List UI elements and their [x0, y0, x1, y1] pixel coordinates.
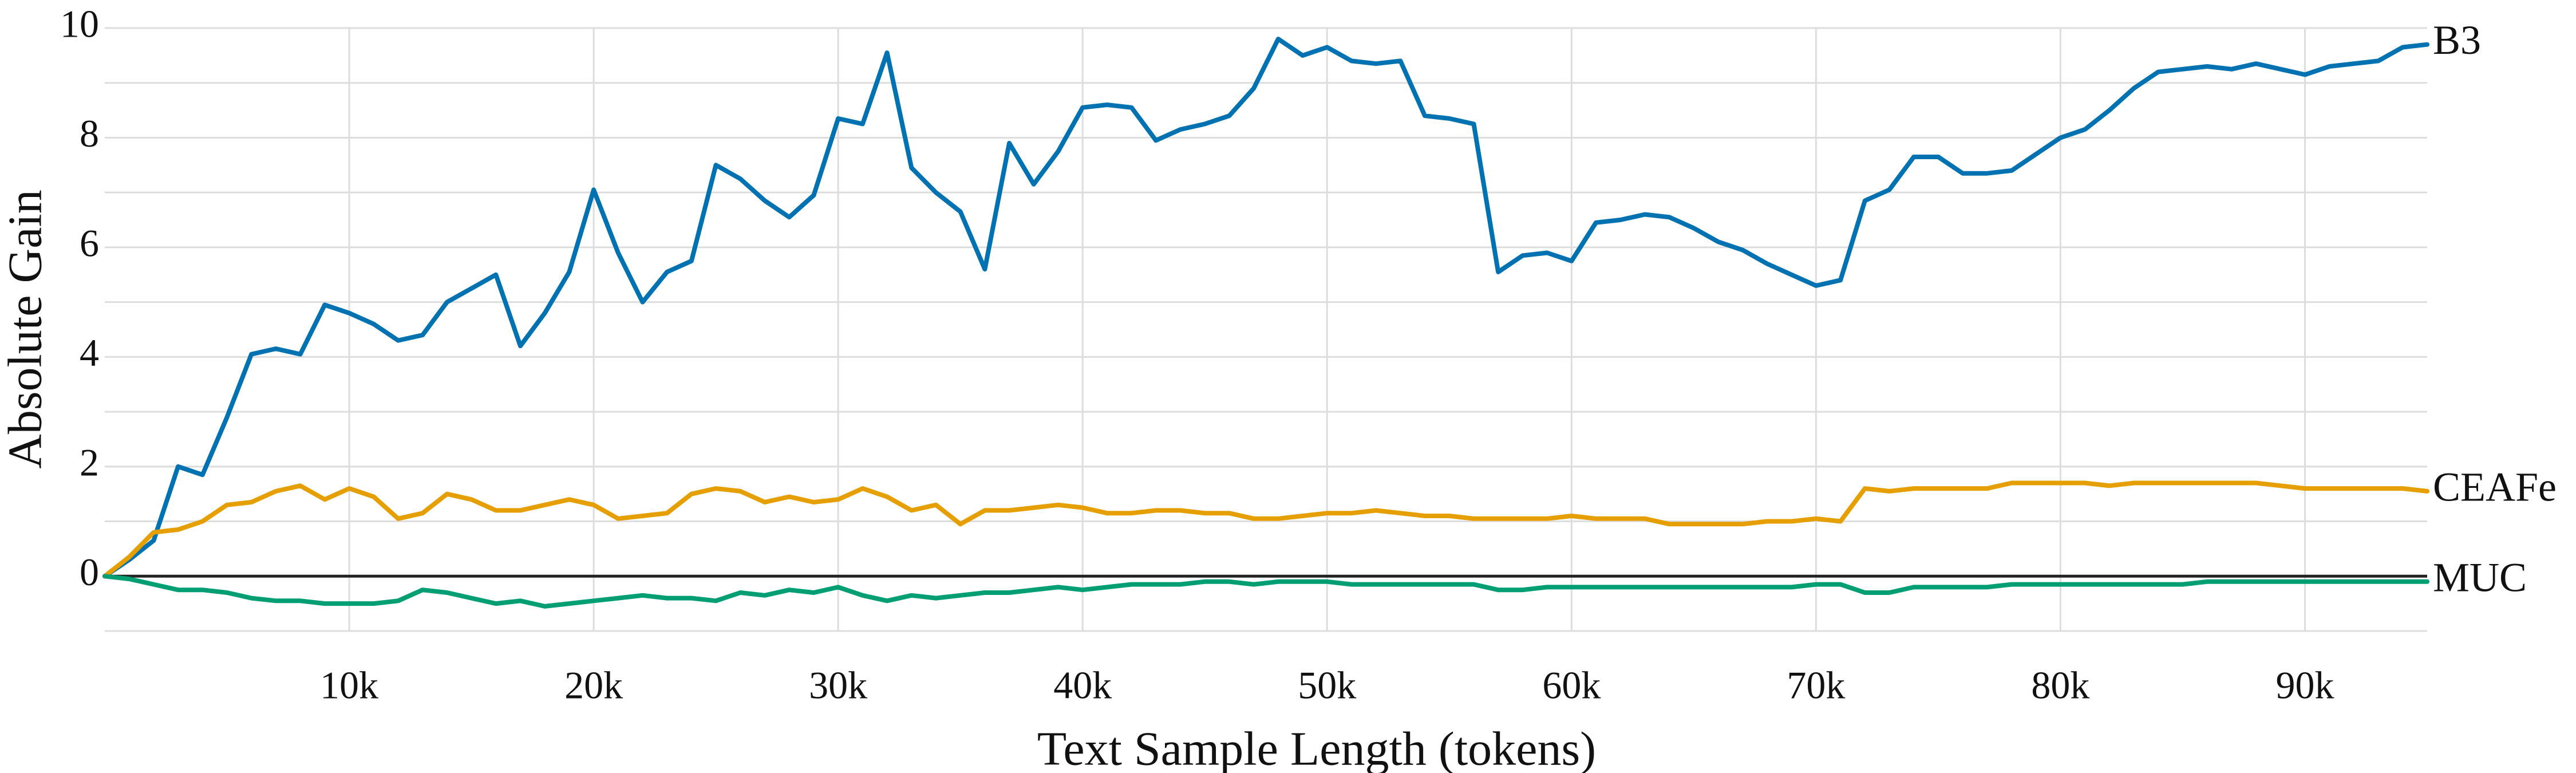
series-label: MUC [2433, 554, 2527, 600]
y-tick-label: 10 [60, 2, 99, 46]
x-tick-label: 80k [2031, 664, 2089, 707]
x-tick-label: 70k [1787, 664, 1845, 707]
x-tick-label: 20k [564, 664, 623, 707]
series-line [102, 574, 2429, 609]
y-tick-label: 0 [80, 550, 99, 594]
x-tick-label: 10k [320, 664, 378, 707]
series-line [102, 37, 2429, 579]
series-label: CEAFe [2433, 464, 2557, 510]
y-tick-label: 4 [80, 331, 99, 374]
x-tick-label: 50k [1298, 664, 1356, 707]
x-tick-label: 60k [1542, 664, 1601, 707]
x-tick-label: 90k [2275, 664, 2334, 707]
y-tick-label: 8 [80, 112, 99, 155]
y-axis-title: Absolute Gain [0, 190, 52, 469]
series-label: B3 [2433, 17, 2481, 63]
x-tick-label: 40k [1053, 664, 1112, 707]
y-tick-label: 2 [80, 440, 99, 484]
x-axis-title: Text Sample Length (tokens) [1037, 722, 1596, 773]
x-tick-label: 30k [809, 664, 867, 707]
y-tick-label: 6 [80, 222, 99, 265]
series-line [102, 480, 2429, 579]
